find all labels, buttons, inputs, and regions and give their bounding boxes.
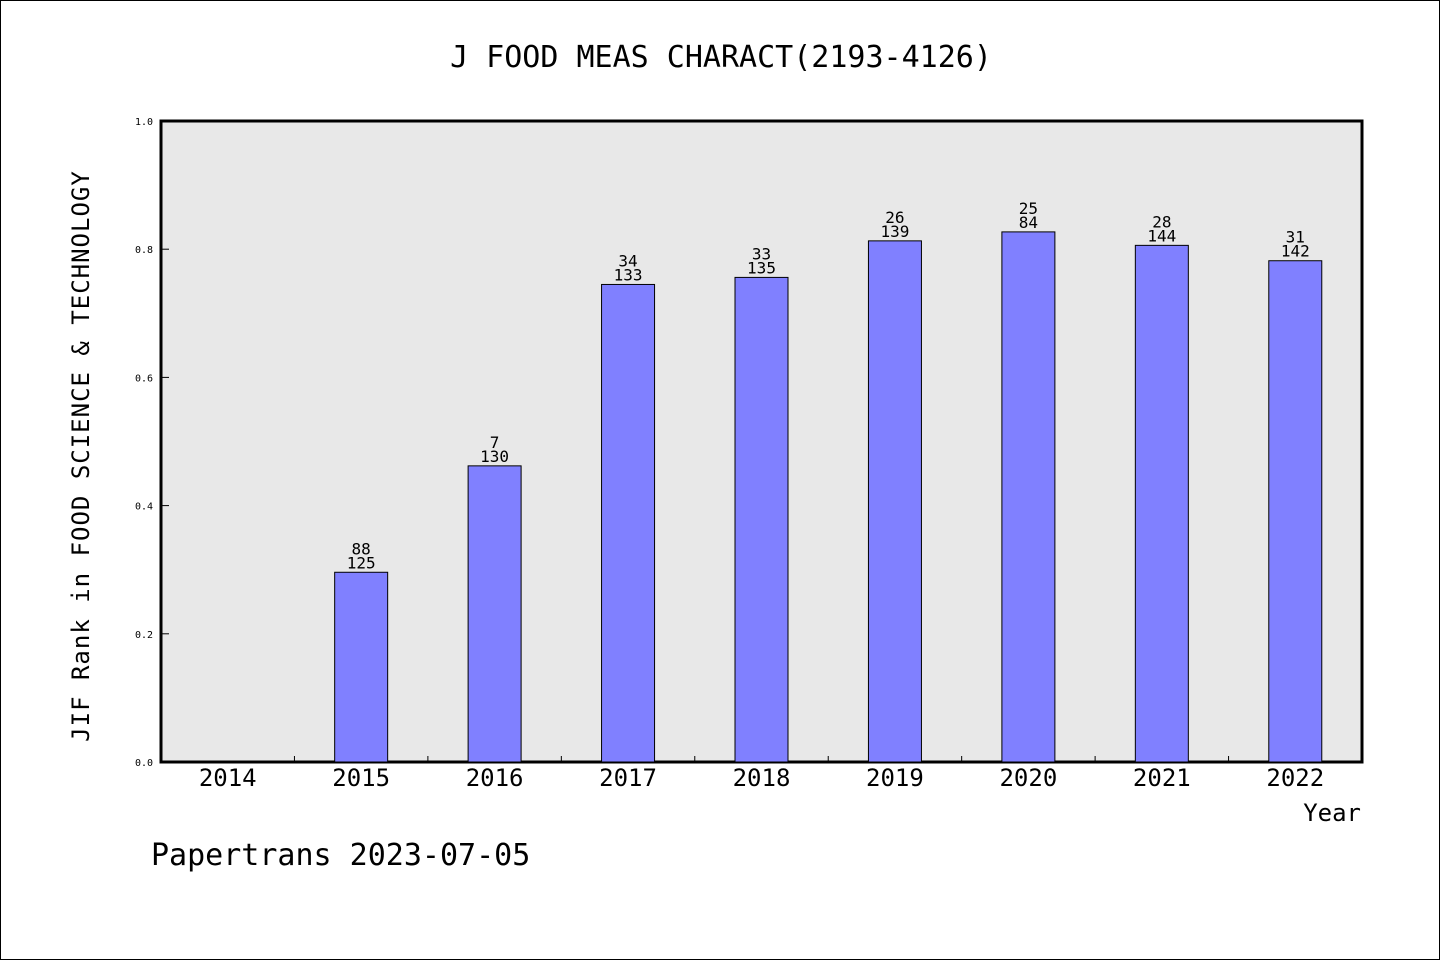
y-tick-label: 1.0 [135, 117, 153, 128]
bar-rank-label: 25 [1019, 199, 1038, 218]
bar-rank-label: 26 [885, 208, 904, 227]
bar-total-label: 133 [614, 265, 643, 284]
bar [334, 571, 389, 763]
bar [867, 240, 922, 763]
x-tick-label: 2018 [733, 764, 791, 792]
bar [1001, 231, 1056, 763]
bar-rank-label: 31 [1286, 228, 1305, 247]
x-tick-label: 2017 [599, 764, 657, 792]
bar [1134, 244, 1189, 763]
x-tick-label: 2019 [866, 764, 924, 792]
bar-total-label: 135 [747, 258, 776, 277]
bar-total-label: 144 [1147, 226, 1176, 245]
x-axis: 2014 2015 2016 2017 2018 2019 2020 2021 2022 [199, 756, 1324, 792]
x-tick-label: 2016 [466, 764, 524, 792]
y-tick-label: 0.2 [135, 630, 153, 641]
bar [467, 465, 522, 763]
bar-total-label: 84 [1019, 213, 1038, 232]
footer-text: Papertrans 2023-07-05 [151, 838, 530, 873]
bar-rank-label: 88 [352, 539, 371, 558]
chart-title: J FOOD MEAS CHARACT(2193-4126) [450, 40, 992, 75]
x-tick-label: 2021 [1133, 764, 1191, 792]
x-tick-label: 2014 [199, 764, 257, 792]
bar [1268, 260, 1323, 763]
bar-total-label: 125 [347, 553, 376, 572]
bar-total-label: 130 [480, 447, 509, 466]
x-axis-label: Year [1303, 799, 1361, 827]
bar-total-label: 139 [880, 222, 909, 241]
x-tick-label: 2022 [1266, 764, 1324, 792]
x-tick-label: 2015 [332, 764, 390, 792]
bar-rank-label: 33 [752, 244, 771, 263]
y-tick-label: 0.8 [135, 245, 153, 256]
bar [734, 276, 789, 763]
y-axis-label: JIF Rank in FOOD SCIENCE & TECHNOLOGY [67, 170, 95, 742]
bar [601, 283, 656, 763]
bar-rank-label: 28 [1152, 212, 1171, 231]
y-axis: 0.0 0.2 0.4 0.6 0.8 1.0 [135, 117, 169, 769]
x-tick-label: 2020 [999, 764, 1057, 792]
y-tick-label: 0.6 [135, 373, 153, 384]
y-tick-label: 0.4 [135, 502, 153, 513]
bar-total-label: 142 [1281, 242, 1310, 261]
bar-rank-label: 7 [490, 433, 500, 452]
bar-rank-label: 34 [618, 251, 637, 270]
y-tick-label: 0.0 [135, 758, 153, 769]
